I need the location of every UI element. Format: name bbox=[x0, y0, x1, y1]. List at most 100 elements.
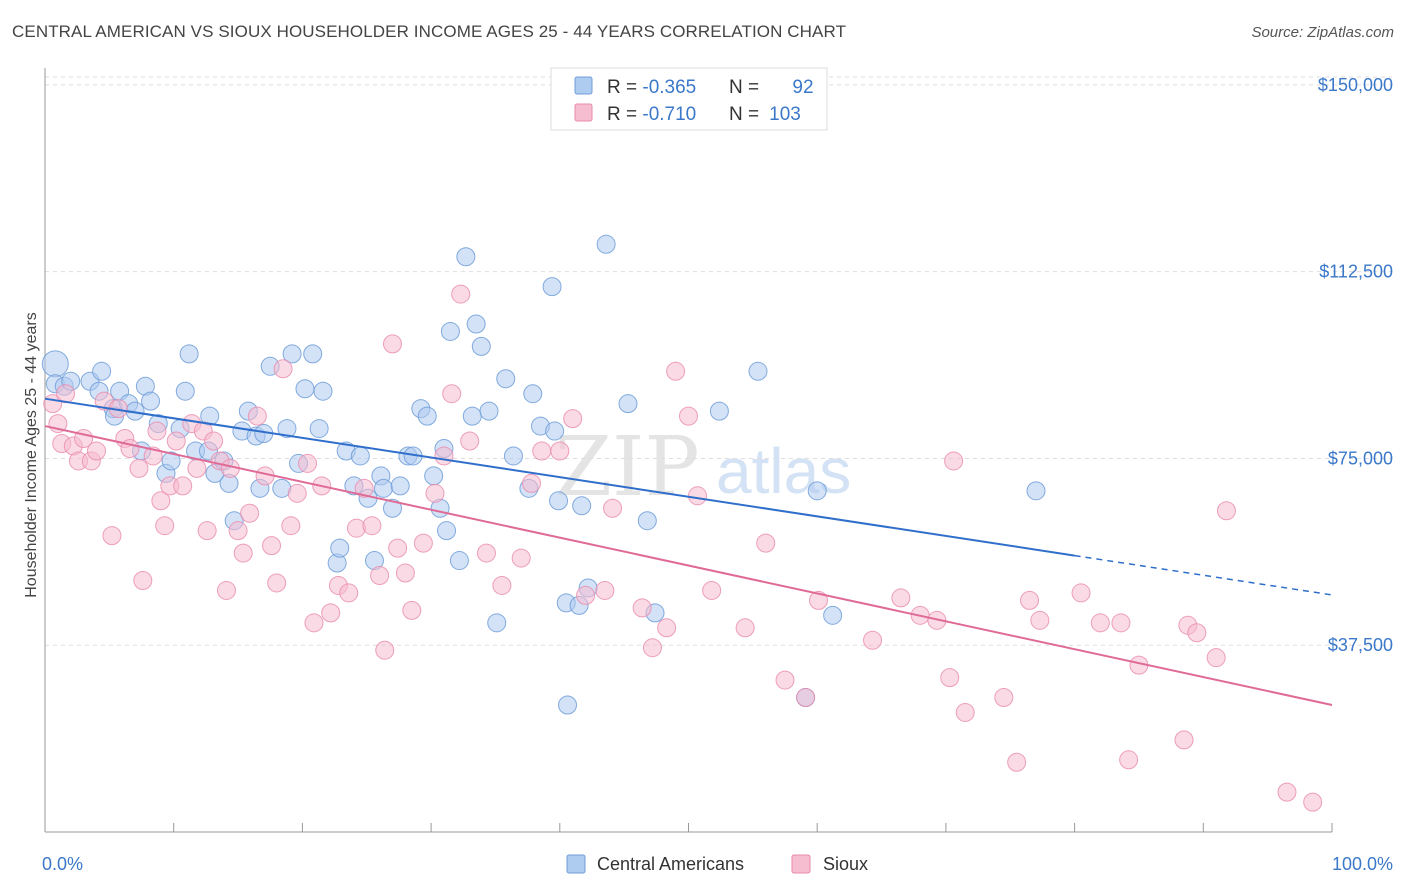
sioux-point-84 bbox=[863, 630, 883, 650]
y-tick-label-3: $150,000 bbox=[1318, 75, 1393, 95]
sioux-point-75 bbox=[666, 361, 686, 381]
chart-title: CENTRAL AMERICAN VS SIOUX HOUSEHOLDER IN… bbox=[12, 22, 847, 41]
sioux-point-89 bbox=[944, 451, 964, 471]
sioux-point-78 bbox=[702, 580, 722, 600]
sioux-point-77 bbox=[688, 486, 708, 506]
sioux-point-27 bbox=[204, 431, 224, 451]
legend-r-label-1: R = bbox=[607, 77, 642, 98]
sioux-point-72 bbox=[632, 598, 652, 618]
central-americans-point-61 bbox=[449, 551, 469, 571]
y-axis-label: Householder Income Ages 25 - 44 years bbox=[23, 312, 40, 598]
sioux-point-63 bbox=[492, 575, 512, 595]
legend-swatch-pink bbox=[574, 103, 593, 122]
sioux-point-26 bbox=[197, 521, 217, 541]
sioux-point-59 bbox=[442, 384, 462, 404]
tick-labels: $37,500 $75,000 $112,500 $150,000 0.0% 100.0% bbox=[42, 75, 1393, 874]
sioux-point-92 bbox=[1007, 752, 1027, 772]
central-americans-point-74 bbox=[545, 421, 565, 441]
central-americans-point-64 bbox=[466, 314, 486, 334]
sioux-point-40 bbox=[287, 483, 307, 503]
sioux-point-105 bbox=[1277, 782, 1297, 802]
sioux-point-39 bbox=[281, 516, 301, 536]
sioux-point-29 bbox=[216, 580, 236, 600]
axes bbox=[44, 68, 1333, 833]
sioux-point-51 bbox=[375, 640, 395, 660]
sioux-point-65 bbox=[521, 473, 541, 493]
sioux-point-90 bbox=[955, 702, 975, 722]
central-americans-point-82 bbox=[618, 394, 638, 414]
legend-swatch-blue bbox=[574, 76, 593, 95]
y-tick-label-2: $112,500 bbox=[1319, 262, 1393, 282]
sioux-point-37 bbox=[267, 573, 287, 593]
central-americans-point-68 bbox=[496, 369, 516, 389]
central-americans-point-39 bbox=[303, 344, 323, 364]
central-americans-point-75 bbox=[549, 491, 569, 511]
central-americans-point-20 bbox=[179, 344, 199, 364]
sioux-point-76 bbox=[679, 406, 698, 426]
x-tick-label-0: 0.0% bbox=[42, 854, 83, 874]
central-americans-point-56 bbox=[417, 406, 437, 426]
svg-text:R = -0.710: R = -0.710 bbox=[607, 104, 696, 125]
legend-n-value-1: 92 bbox=[792, 77, 813, 98]
central-americans-trend-line bbox=[44, 397, 1075, 557]
central-americans-point-85 bbox=[748, 361, 768, 381]
svg-text:N =: N = bbox=[729, 104, 759, 125]
sioux-point-95 bbox=[1071, 583, 1091, 603]
source-label: Source: ZipAtlas.com bbox=[1251, 24, 1394, 41]
legend-bottom-label-blue: Central Americans bbox=[597, 854, 744, 874]
sioux-point-32 bbox=[233, 543, 253, 563]
central-americans-point-71 bbox=[523, 384, 543, 404]
sioux-point-21 bbox=[166, 431, 186, 451]
sioux-point-83 bbox=[808, 590, 828, 610]
sioux-point-106 bbox=[1303, 792, 1323, 812]
sioux-point-98 bbox=[1119, 750, 1139, 770]
sioux-point-41 bbox=[298, 453, 318, 473]
sioux-point-36 bbox=[262, 536, 282, 556]
sioux-point-53 bbox=[388, 538, 408, 558]
central-americans-point-59 bbox=[437, 521, 457, 541]
legend-r-label-2: R = bbox=[607, 104, 642, 125]
sioux-point-93 bbox=[1020, 590, 1040, 610]
sioux-point-8 bbox=[86, 441, 106, 461]
sioux-point-42 bbox=[304, 613, 324, 633]
x-tick-label-1: 100.0% bbox=[1332, 854, 1393, 874]
sioux-point-10 bbox=[102, 526, 122, 546]
sioux-point-52 bbox=[382, 334, 402, 354]
central-americans-point-14 bbox=[141, 391, 161, 411]
legend-bottom-swatch-pink bbox=[791, 854, 811, 874]
sioux-point-61 bbox=[460, 431, 480, 451]
sioux-point-57 bbox=[425, 483, 445, 503]
central-americans-point-41 bbox=[313, 381, 333, 401]
sioux-point-100 bbox=[1174, 730, 1194, 750]
sioux-point-74 bbox=[657, 618, 677, 638]
central-americans-point-50 bbox=[373, 478, 393, 498]
sioux-points bbox=[43, 284, 1323, 812]
central-americans-point-77 bbox=[558, 695, 578, 715]
sioux-point-48 bbox=[354, 478, 374, 498]
central-americans-point-66 bbox=[479, 401, 499, 421]
sioux-point-33 bbox=[240, 503, 260, 523]
central-americans-points bbox=[41, 234, 1046, 715]
central-americans-point-84 bbox=[709, 401, 729, 421]
sioux-point-81 bbox=[775, 670, 795, 690]
sioux-point-94 bbox=[1030, 610, 1050, 630]
legend-bottom-label-pink: Sioux bbox=[823, 854, 868, 874]
central-americans-point-65 bbox=[471, 336, 491, 356]
series-legend: Central Americans Sioux bbox=[566, 854, 868, 874]
sioux-point-88 bbox=[940, 668, 960, 688]
sioux-point-31 bbox=[228, 521, 248, 541]
sioux-point-18 bbox=[151, 491, 171, 511]
y-tick-label-1: $75,000 bbox=[1328, 448, 1393, 468]
sioux-point-38 bbox=[273, 359, 293, 379]
central-americans-trend-extension bbox=[1074, 554, 1333, 596]
central-americans-point-87 bbox=[807, 481, 827, 501]
central-americans-point-46 bbox=[350, 446, 370, 466]
central-americans-point-73 bbox=[542, 277, 562, 297]
central-americans-point-0 bbox=[41, 350, 69, 378]
sioux-point-24 bbox=[187, 458, 207, 478]
central-americans-point-60 bbox=[440, 321, 460, 341]
sioux-point-97 bbox=[1111, 613, 1131, 633]
central-americans-point-17 bbox=[161, 451, 181, 471]
trend-lines bbox=[44, 397, 1333, 706]
sioux-point-14 bbox=[129, 458, 149, 478]
